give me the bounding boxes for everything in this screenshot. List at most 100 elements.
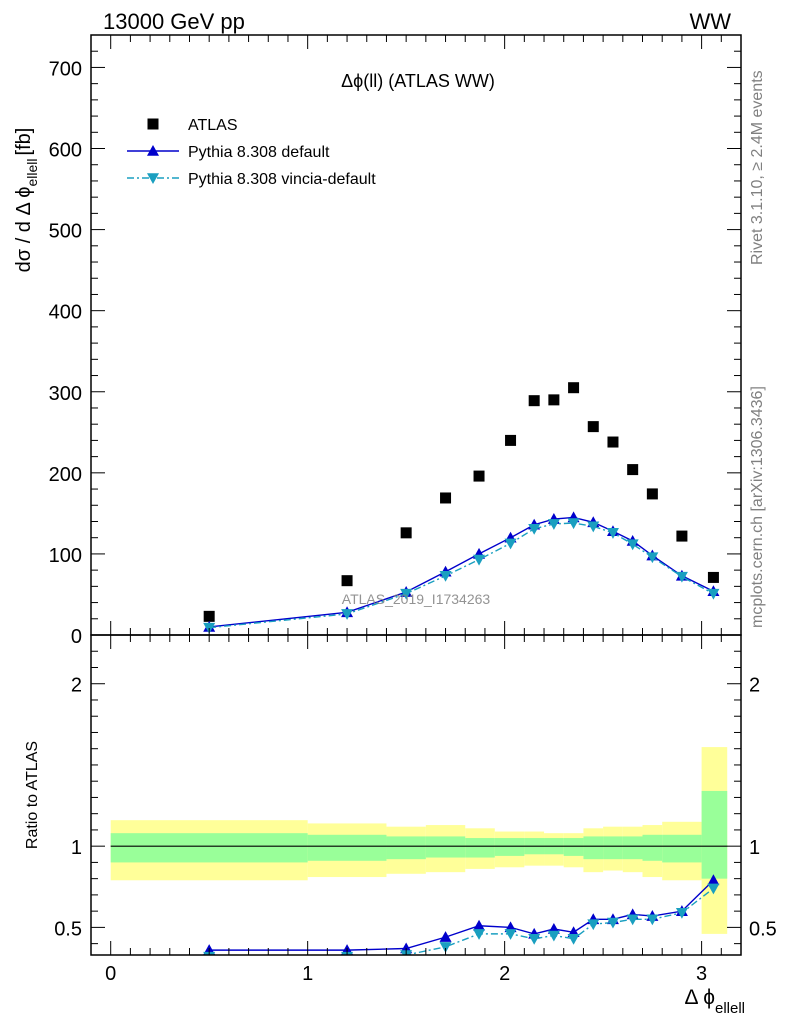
- data-point-vincia: [439, 571, 452, 582]
- ratio-point-vincia: [646, 914, 659, 926]
- legend-marker: [147, 173, 159, 184]
- ratio-point-vincia: [528, 933, 541, 945]
- main-marks: [203, 382, 720, 634]
- ratio-line-1: [380, 887, 714, 955]
- ratio-ytick-label: 1: [71, 837, 82, 859]
- ratio-point-vincia: [675, 907, 688, 919]
- svg-text:dσ / d Δ ϕellell[fb]: dσ / d Δ ϕellell [fb]: [13, 128, 40, 273]
- data-point-vincia: [400, 588, 413, 600]
- data-point-atlas: [203, 610, 215, 622]
- main-ytick-label: 600: [49, 140, 82, 162]
- ratio-ytick-label: 0.5: [54, 918, 82, 940]
- ratio-ytick-label-right: 1: [749, 837, 760, 859]
- main-ytick-label: 500: [49, 221, 82, 243]
- main-ytick-label: 300: [49, 383, 82, 405]
- legend-marker: [147, 118, 159, 130]
- energy-label: 13000 GeV pp: [103, 9, 245, 34]
- uncertainty-band-green: [701, 790, 728, 879]
- xtick-label: 2: [499, 963, 510, 985]
- main-axes: 0 100 200 300 400 500 600 700: [49, 35, 741, 648]
- xtick-label: 3: [696, 963, 707, 985]
- ratio-ytick-label-right: 2: [749, 675, 760, 697]
- legend-label: Pythia 8.308 vincia-default: [188, 171, 376, 188]
- data-point-atlas: [473, 470, 485, 482]
- main-ytick-label: 400: [49, 302, 82, 324]
- ratio-point-vincia: [626, 914, 639, 926]
- x-axis-label-sub: ellell: [715, 1000, 745, 1017]
- uncertainty-band-green: [386, 836, 426, 860]
- uncertainty-band-green: [642, 834, 663, 861]
- legend-label: Pythia 8.308 default: [188, 144, 330, 161]
- data-point-vincia: [587, 521, 600, 533]
- ratio-point-default: [439, 931, 452, 942]
- ratio-point-default: [707, 874, 720, 886]
- main-ytick-label: 700: [49, 58, 82, 80]
- data-point-atlas: [587, 421, 599, 433]
- data-point-atlas: [440, 492, 452, 504]
- data-point-vincia: [606, 528, 619, 539]
- ratio-frame: [90, 634, 742, 956]
- ratio-point-vincia: [504, 929, 517, 940]
- main-title: Δϕ(ll) (ATLAS WW): [341, 71, 495, 91]
- data-point-vincia: [626, 539, 639, 551]
- data-point-vincia: [504, 538, 517, 550]
- xtick-label: 1: [302, 963, 313, 985]
- side-label-top: Rivet 3.1.10, ≥ 2.4M events: [749, 70, 766, 265]
- xtick-label: 0: [105, 963, 116, 985]
- uncertainty-band-green: [494, 838, 525, 856]
- data-point-atlas: [676, 530, 688, 542]
- ratio-point-vincia: [606, 917, 619, 929]
- uncertainty-band-green: [425, 836, 466, 858]
- x-axis-label-main: Δ ϕ: [685, 986, 715, 1009]
- ratio-panel: 0.5 0.5 1 1 2 2 0 1 2 3 Ratio to ATLAS Δ ϕellell: [24, 634, 777, 1017]
- ratio-series-group: [203, 874, 720, 955]
- data-point-atlas: [646, 488, 658, 500]
- uncertainty-band-green: [465, 838, 495, 858]
- data-point-vincia: [341, 609, 354, 620]
- main-ytick-label: 200: [49, 464, 82, 486]
- data-point-atlas: [341, 575, 353, 587]
- legend-marker: [147, 145, 159, 156]
- ratio-point-vincia: [707, 883, 720, 895]
- data-point-vincia: [675, 571, 688, 583]
- main-ytick-label: 100: [49, 545, 82, 567]
- uncertainty-band-green: [583, 836, 604, 860]
- series-line-2: [209, 522, 714, 629]
- legend-label: ATLAS: [188, 117, 238, 134]
- data-point-atlas: [505, 434, 517, 446]
- ratio-point-vincia: [547, 930, 560, 942]
- data-point-vincia: [547, 519, 560, 530]
- ratio-axes: 0.5 0.5 1 1 2 2 0 1 2 3: [54, 635, 777, 985]
- y-axis-label-main: dσ / d Δ ϕ: [13, 186, 35, 272]
- main-ytick-label: 0: [71, 626, 82, 648]
- process-label: WW: [689, 9, 731, 34]
- ratio-bands: [110, 747, 728, 934]
- data-point-atlas: [528, 395, 540, 407]
- data-point-atlas: [568, 382, 580, 394]
- data-point-vincia: [567, 518, 580, 530]
- data-point-vincia: [646, 552, 659, 564]
- ratio-point-vincia: [587, 919, 600, 931]
- data-point-vincia: [528, 523, 541, 535]
- data-point-atlas: [627, 464, 639, 476]
- data-point-atlas: [400, 527, 412, 539]
- y-axis-label-sub: ellell: [24, 158, 40, 186]
- uncertainty-band-green: [603, 836, 623, 860]
- data-point-vincia: [707, 588, 720, 600]
- uncertainty-band-green: [622, 836, 643, 860]
- ratio-marks: [203, 874, 720, 955]
- data-point-vincia: [473, 554, 486, 566]
- y-axis-label: dσ / d Δ ϕellell [fb]: [13, 128, 40, 273]
- main-panel: 0 100 200 300 400 500 600 700 Δϕ(ll) (ATLAS WW)…: [13, 34, 742, 648]
- ratio-point-vincia: [567, 933, 580, 945]
- data-point-atlas: [607, 436, 619, 448]
- uncertainty-band-green: [662, 834, 702, 863]
- legend: ATLAS Pythia 8.308 default Pythia 8.308 vi…: [127, 117, 376, 188]
- data-point-atlas: [548, 394, 560, 406]
- ratio-point-vincia: [439, 942, 452, 953]
- uncertainty-band-green: [110, 833, 308, 863]
- x-axis-label: Δ ϕellell: [685, 986, 745, 1017]
- uncertainty-band-green: [307, 834, 387, 861]
- side-label-bottom: mcplots.cern.ch [arXiv:1306.3436]: [749, 386, 766, 628]
